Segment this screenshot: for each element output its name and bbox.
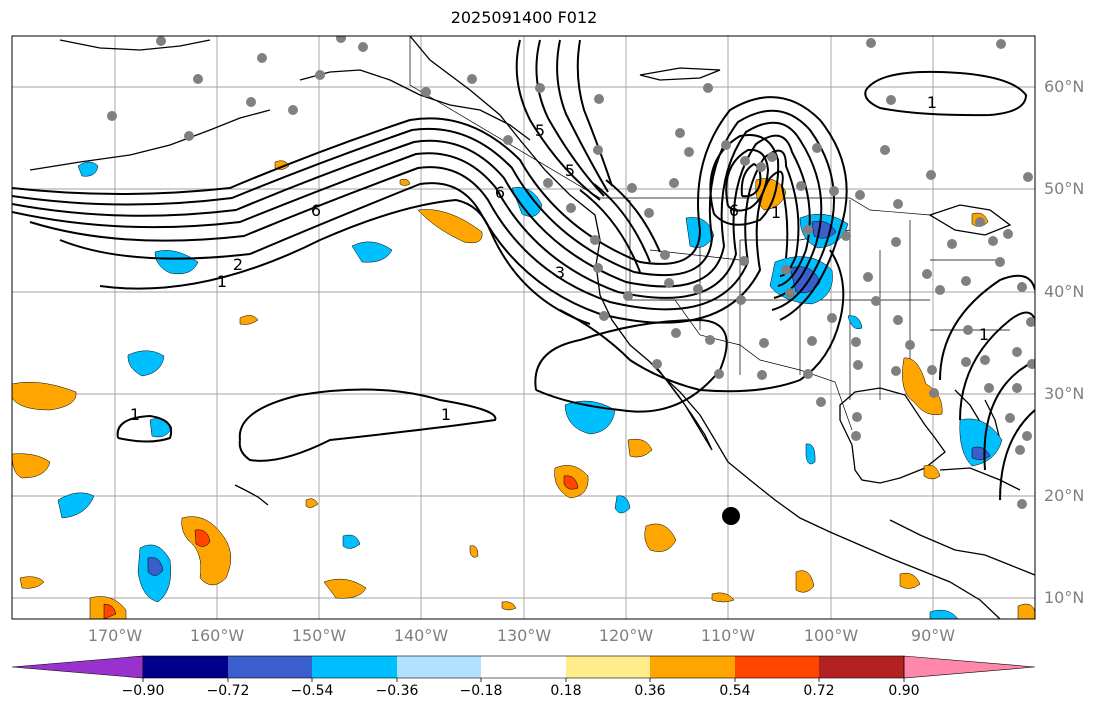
aleutians: [29, 109, 271, 171]
contour-label: 6: [729, 201, 739, 220]
longitude-label: 170°W: [87, 626, 143, 645]
siberia: [59, 39, 211, 51]
contour-label: 1: [979, 325, 989, 344]
contour-label: 3: [555, 263, 565, 282]
colorbar-tick-label: 0.90: [888, 683, 920, 699]
central-america: [889, 519, 1035, 576]
latitude-label: 40°N: [1044, 282, 1085, 301]
colorbar-tick-label: −0.36: [375, 683, 419, 699]
contour-label: 6: [495, 183, 505, 202]
longitude-label: 150°W: [291, 626, 347, 645]
height-contours: [12, 39, 1035, 501]
colorbar-extend-low: [11, 655, 144, 679]
longitude-label: 160°W: [189, 626, 245, 645]
colorbar-tick-label: −0.90: [121, 683, 165, 699]
colorbar-bin: [650, 656, 735, 678]
colorbar-tick-label: 0.18: [550, 683, 582, 699]
colorbar-bin: [312, 656, 397, 678]
alaska-coast: [299, 69, 531, 141]
colorbar: [11, 655, 1036, 682]
colorbar-tick-label: 0.36: [634, 683, 666, 699]
colorbar-tick-label: −0.18: [459, 683, 503, 699]
colorbar-tick-label: 0.72: [803, 683, 835, 699]
colorbar-bin: [566, 656, 650, 678]
contour-label: 5: [535, 121, 545, 140]
political-borders: [409, 36, 1010, 431]
great-lakes: [928, 204, 1012, 236]
hudson-bay: [639, 67, 721, 81]
longitude-label: 120°W: [598, 626, 654, 645]
plot-frame: [11, 35, 1036, 620]
latitude-label: 20°N: [1044, 486, 1085, 505]
latitude-label: 50°N: [1044, 179, 1085, 198]
hawaii: [234, 484, 269, 506]
contour-label: 1: [441, 405, 451, 424]
latitude-label: 30°N: [1044, 384, 1085, 403]
contour-label: 6: [311, 201, 321, 220]
contour-label: 1: [130, 405, 140, 424]
colorbar-bin: [819, 656, 904, 678]
longitude-label: 100°W: [803, 626, 859, 645]
station-markers: [107, 36, 1035, 509]
subtropical-contour: [238, 388, 497, 462]
colorbar-tick-label: −0.54: [290, 683, 334, 699]
contour-label: 1: [217, 272, 227, 291]
cuba: [939, 467, 1021, 491]
contour-label: 1: [927, 93, 937, 112]
map-title: 2025091400 F012: [450, 8, 598, 27]
contour-label: 2: [233, 255, 243, 274]
latitude-label: 60°N: [1044, 77, 1085, 96]
colorbar-bin: [735, 656, 819, 678]
colorbar-tick-label: −0.72: [206, 683, 250, 699]
contour-label: 1: [771, 203, 781, 222]
longitude-label: 140°W: [393, 626, 449, 645]
colorbar-bin: [143, 656, 228, 678]
contour-label: 5: [565, 161, 575, 180]
colorbar-bin: [481, 656, 566, 678]
longitude-label: 90°W: [910, 626, 956, 645]
colorbar-extend-high: [903, 655, 1036, 679]
colorbar-bin: [397, 656, 481, 678]
jet-streak-contours: [515, 39, 613, 201]
positive-anomaly-fields: [12, 160, 1035, 619]
graticule: [12, 36, 1035, 619]
colorbar-bin: [228, 656, 312, 678]
negative-anomaly-fields: [57, 161, 1003, 619]
longitude-label: 110°W: [700, 626, 756, 645]
colorbar-tick-label: 0.54: [719, 683, 751, 699]
contour-labels: 1 2 6 1 5 6 3 5 6 1 1 1 1: [130, 93, 989, 424]
longitude-label: 130°W: [496, 626, 552, 645]
latitude-label: 10°N: [1044, 588, 1085, 607]
selected-station-marker: [722, 507, 740, 525]
gulf-of-mexico-coast: [839, 387, 946, 484]
